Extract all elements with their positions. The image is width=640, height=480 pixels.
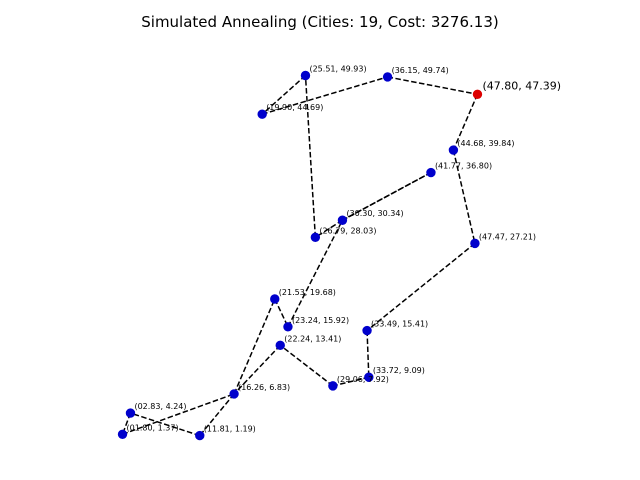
route-segment — [279, 344, 334, 387]
city-label: (41.77, 36.80) — [435, 162, 492, 171]
city-point — [257, 109, 267, 119]
city-point — [337, 215, 348, 225]
city-points-group — [117, 70, 483, 441]
route-path-group — [121, 74, 479, 437]
city-label: (16.26, 6.83) — [238, 383, 290, 392]
route-segment — [342, 171, 432, 221]
route-segment — [387, 76, 478, 96]
route-segment — [233, 344, 281, 395]
city-point — [364, 372, 374, 382]
route-segment — [304, 75, 317, 238]
city-point — [283, 322, 293, 332]
route-segment — [199, 393, 235, 437]
chart-title: Simulated Annealing (Cities: 19, Cost: 3… — [141, 13, 498, 31]
city-label: (29.06, 7.92) — [337, 375, 389, 384]
route-segment — [332, 376, 370, 387]
city-label: (26.79, 28.03) — [319, 226, 376, 235]
city-label: (47.47, 27.21) — [479, 232, 536, 241]
route-segment — [452, 93, 479, 151]
city-point — [382, 72, 393, 82]
route-segment — [130, 412, 200, 437]
city-point — [300, 70, 311, 81]
city-label: (44.68, 39.84) — [457, 139, 514, 148]
city-label: (36.15, 49.74) — [392, 66, 449, 75]
city-point — [448, 145, 459, 155]
route-segment — [366, 330, 370, 378]
city-point — [328, 381, 338, 391]
city-label: (30.30, 30.34) — [346, 209, 403, 218]
city-point — [195, 430, 205, 441]
route-segment — [122, 393, 235, 435]
route-segment — [314, 219, 343, 238]
city-label: (33.49, 15.41) — [371, 320, 428, 329]
city-label: (01.80, 1.37) — [127, 423, 179, 432]
route-segment — [261, 76, 388, 115]
city-point — [125, 408, 136, 418]
city-point — [362, 325, 372, 336]
city-label: (25.51, 49.93) — [309, 65, 366, 74]
route-segment — [233, 298, 276, 395]
city-label: (11.81, 1.19) — [204, 425, 256, 434]
city-label: (47.80, 47.39) — [482, 79, 561, 92]
city-label: (21.53, 19.68) — [279, 288, 336, 297]
city-label: (02.83, 4.24) — [134, 402, 186, 411]
city-point — [229, 389, 239, 399]
city-labels-group: (47.80, 47.39) (44.68, 39.84) (47.47, 27.2… — [127, 65, 562, 434]
city-point — [275, 340, 285, 351]
start-city-point — [472, 89, 483, 99]
city-label: (23.24, 15.92) — [292, 316, 349, 325]
city-point — [270, 294, 280, 304]
city-label: (22.24, 13.41) — [284, 334, 341, 343]
city-point — [310, 232, 321, 243]
route-segment — [287, 219, 344, 328]
city-point — [117, 429, 128, 439]
city-label: (19.90, 44.69) — [266, 103, 323, 112]
city-point — [426, 167, 436, 178]
route-segment — [366, 242, 476, 332]
city-point — [470, 238, 480, 249]
city-label: (33.72, 9.09) — [373, 366, 425, 375]
route-segment — [261, 74, 306, 115]
route-segment — [274, 298, 289, 328]
